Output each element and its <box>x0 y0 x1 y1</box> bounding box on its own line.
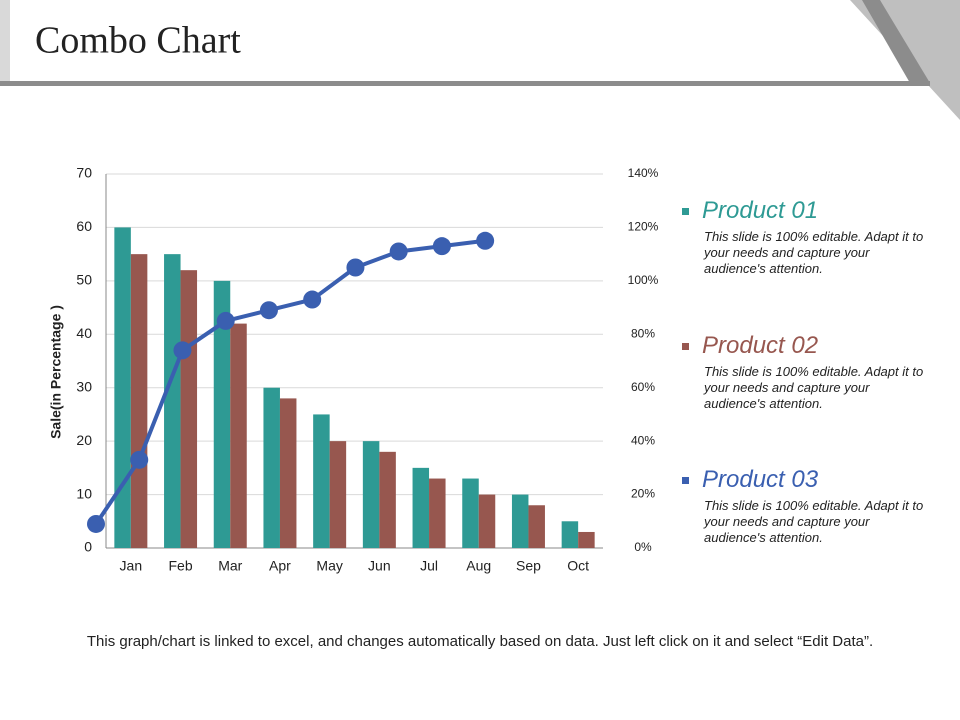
x-tick-label: Aug <box>466 558 491 574</box>
y-tick-label: 70 <box>76 165 92 181</box>
line-marker <box>173 341 192 360</box>
left-strip <box>0 0 10 83</box>
line-marker <box>476 231 495 250</box>
bar <box>313 414 330 548</box>
x-tick-label: Apr <box>269 558 291 574</box>
legend-swatch <box>682 476 689 484</box>
y-tick-label: 10 <box>76 485 92 501</box>
bar <box>164 254 181 548</box>
x-tick-label: Mar <box>218 558 242 574</box>
legend-label: Product 01 <box>702 197 819 224</box>
x-tick-label: Sep <box>516 558 541 574</box>
line-marker <box>432 237 451 256</box>
bar <box>362 441 380 548</box>
y-tick-label: 50 <box>76 272 92 288</box>
y2-tick-label: 100% <box>628 273 659 287</box>
bar <box>561 521 579 548</box>
x-tick-label: Feb <box>168 558 192 574</box>
line-marker <box>87 514 105 533</box>
bar <box>511 494 529 548</box>
x-tick-label: Oct <box>567 558 589 574</box>
legend-item: Product 01 This slide is 100% editable. A… <box>680 197 930 277</box>
legend-swatch <box>682 207 689 215</box>
legend-item: Product 02 This slide is 100% editable. A… <box>680 332 930 412</box>
bar <box>329 441 347 548</box>
line-marker <box>130 450 149 469</box>
legend-entry: Product 02 <box>680 332 930 360</box>
bar <box>578 531 595 548</box>
legend-note: This slide is 100% editable. Adapt it to… <box>704 364 924 411</box>
bar <box>478 494 496 548</box>
bar <box>180 270 198 548</box>
bar <box>528 505 545 548</box>
y2-tick-label: 140% <box>628 166 659 180</box>
bar <box>279 398 297 548</box>
legend-note: This slide is 100% editable. Adapt it to… <box>704 498 924 545</box>
y2-tick-label: 80% <box>631 326 655 340</box>
bar <box>412 467 430 548</box>
y2-tick-label: 40% <box>631 433 655 447</box>
y-tick-label: 60 <box>76 218 92 234</box>
line-marker <box>259 301 278 320</box>
y-tick-label: 0 <box>84 539 92 555</box>
legend-item: Product 03 This slide is 100% editable. A… <box>680 466 930 546</box>
y-tick-label: 40 <box>76 325 92 341</box>
bar <box>379 451 396 548</box>
x-tick-label: Jun <box>368 558 391 574</box>
chart-title: Combo Chart <box>35 20 241 62</box>
legend-label: Product 02 <box>702 332 819 359</box>
bar <box>230 323 247 548</box>
legend-swatch <box>682 342 689 350</box>
bar <box>114 227 131 548</box>
y2-tick-label: 60% <box>631 380 655 394</box>
y-axis-label: Sale(in Percentage ) <box>48 305 64 439</box>
line-marker <box>216 311 235 330</box>
line-marker <box>303 290 322 309</box>
bar <box>263 387 280 548</box>
corner-stripe <box>862 0 930 83</box>
x-tick-label: Jul <box>420 558 438 574</box>
line-marker <box>346 258 365 277</box>
bar <box>462 478 479 548</box>
y2-tick-label: 20% <box>631 487 655 501</box>
footer: This graph/chart is linked to excel, and… <box>87 633 873 650</box>
line-marker <box>389 242 408 261</box>
y-tick-label: 30 <box>76 378 92 394</box>
bar <box>213 280 231 548</box>
line <box>94 238 486 526</box>
header-rule <box>0 81 930 86</box>
bar <box>130 254 148 548</box>
legend-entry: Product 03 <box>680 466 930 494</box>
y2-tick-label: 120% <box>628 220 659 234</box>
legend-note: This slide is 100% editable. Adapt it to… <box>704 229 924 276</box>
x-tick-label: May <box>316 558 342 574</box>
y-tick-label: 20 <box>76 432 92 448</box>
legend-entry: Product 01 <box>680 197 930 225</box>
legend-label: Product 03 <box>702 466 819 493</box>
bar <box>429 478 446 548</box>
x-tick-label: Jan <box>120 558 143 574</box>
y2-tick-label: 0% <box>634 540 652 554</box>
